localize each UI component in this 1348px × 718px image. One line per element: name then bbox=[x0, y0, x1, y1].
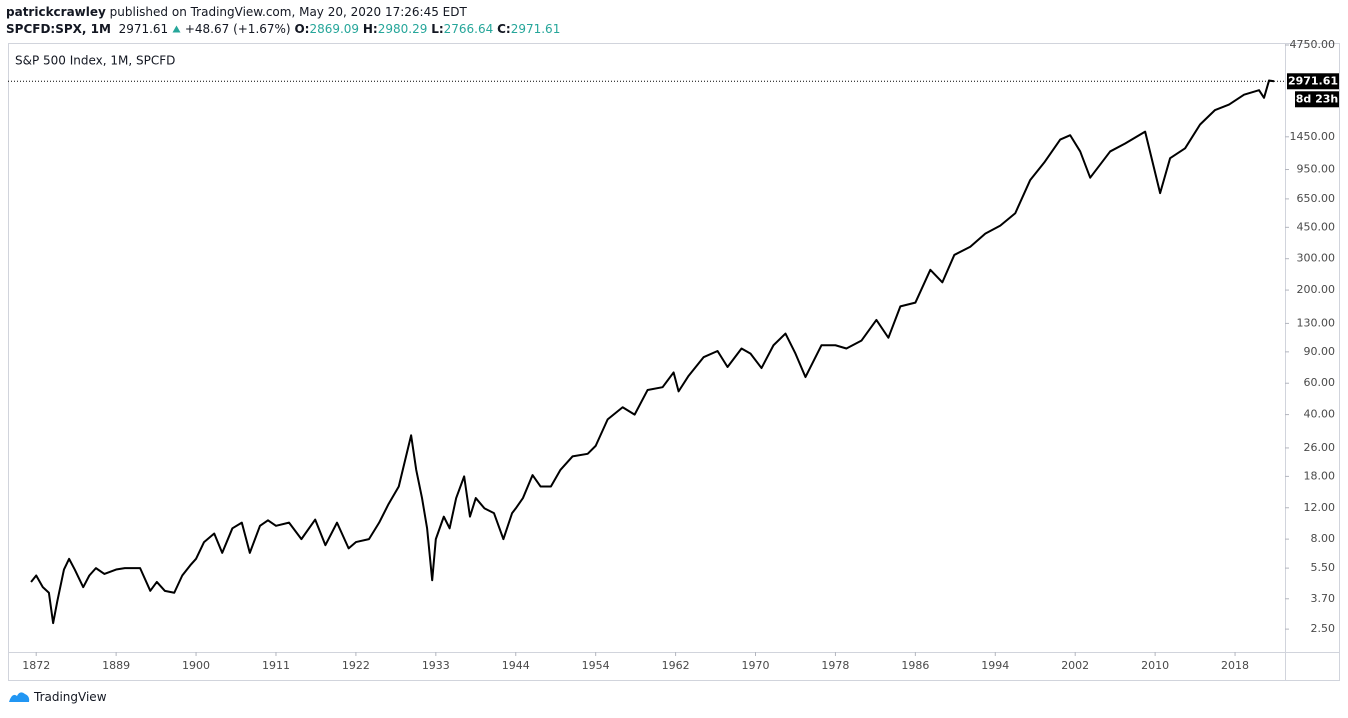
close-label: C: bbox=[497, 22, 511, 36]
footer: TradingView bbox=[8, 690, 107, 704]
price-line bbox=[30, 79, 1275, 625]
x-tick-label: 2010 bbox=[1141, 659, 1169, 672]
x-tick-label: 1944 bbox=[502, 659, 530, 672]
x-tick-label: 1986 bbox=[901, 659, 929, 672]
publish-line: patrickcrawley published on TradingView.… bbox=[6, 4, 560, 21]
x-tick-label: 1994 bbox=[981, 659, 1009, 672]
x-tick-label: 1954 bbox=[582, 659, 610, 672]
change: +48.67 (+1.67%) bbox=[184, 22, 291, 36]
low-value: 2766.64 bbox=[443, 22, 494, 36]
y-tick-label: 950.00 bbox=[1297, 163, 1336, 176]
countdown-box bbox=[1295, 91, 1339, 108]
y-tick-label: 130.00 bbox=[1297, 316, 1336, 329]
y-tick-label: 18.00 bbox=[1304, 469, 1336, 482]
x-tick-label: 1922 bbox=[342, 659, 370, 672]
y-tick-label: 200.00 bbox=[1297, 283, 1336, 296]
y-tick-label: 8.00 bbox=[1311, 532, 1336, 545]
chart: S&P 500 Index, 1M, SPCFD 4750.00 1450.00 9… bbox=[8, 38, 1340, 681]
y-tick-label: 60.00 bbox=[1304, 376, 1336, 389]
author: patrickcrawley bbox=[6, 5, 106, 19]
x-tick-label: 1911 bbox=[262, 659, 290, 672]
x-tick-label: 2018 bbox=[1221, 659, 1249, 672]
brand: TradingView bbox=[34, 690, 107, 704]
y-tick-label: 4750.00 bbox=[1290, 38, 1336, 51]
published: published on TradingView.com, May 20, 20… bbox=[109, 5, 467, 19]
last-price: 2971.61 bbox=[118, 22, 169, 36]
up-arrow bbox=[172, 25, 181, 33]
y-tick-label: 12.00 bbox=[1304, 501, 1336, 514]
close-value: 2971.61 bbox=[510, 22, 561, 36]
x-tick-label: 1970 bbox=[742, 659, 770, 672]
y-tick-label: 300.00 bbox=[1297, 252, 1336, 265]
y-tick-label: 26.00 bbox=[1304, 441, 1336, 454]
chart-frame bbox=[8, 43, 1340, 681]
quote-line: SPCFD:SPX, 1M 2971.61 +48.67 (+1.67%) O:… bbox=[6, 21, 560, 38]
high-value: 2980.29 bbox=[377, 22, 428, 36]
y-tick-label: 2.50 bbox=[1311, 622, 1336, 635]
y-tick-label: 450.00 bbox=[1297, 220, 1336, 233]
y-tick-label: 3.70 bbox=[1311, 592, 1336, 605]
low-label: L: bbox=[431, 22, 444, 36]
x-tick-label: 2002 bbox=[1061, 659, 1089, 672]
logo-icon bbox=[9, 692, 30, 702]
y-tick-label: 90.00 bbox=[1304, 345, 1336, 358]
y-tick-label: 650.00 bbox=[1297, 192, 1336, 205]
x-tick-label: 1962 bbox=[662, 659, 690, 672]
high-label: H: bbox=[362, 22, 378, 36]
open-value: 2869.09 bbox=[309, 22, 360, 36]
chart-title: S&P 500 Index, 1M, SPCFD bbox=[15, 54, 175, 68]
open-label: O: bbox=[294, 22, 310, 36]
x-tick-label: 1900 bbox=[182, 659, 210, 672]
x-tick-label: 1889 bbox=[102, 659, 130, 672]
x-tick-label: 1933 bbox=[422, 659, 450, 672]
y-tick-label: 1450.00 bbox=[1290, 130, 1336, 143]
last-price-label: 2971.61 bbox=[1288, 74, 1338, 87]
x-tick-label: 1978 bbox=[821, 659, 849, 672]
y-tick-label: 5.50 bbox=[1311, 561, 1336, 574]
x-tick-label: 1872 bbox=[22, 659, 50, 672]
symbol: SPCFD:SPX, 1M bbox=[6, 22, 111, 36]
last-price-box bbox=[1287, 73, 1339, 90]
header: patrickcrawley published on TradingView.… bbox=[6, 4, 560, 38]
countdown-label: 8d 23h bbox=[1296, 92, 1339, 105]
y-tick-label: 40.00 bbox=[1304, 408, 1336, 421]
